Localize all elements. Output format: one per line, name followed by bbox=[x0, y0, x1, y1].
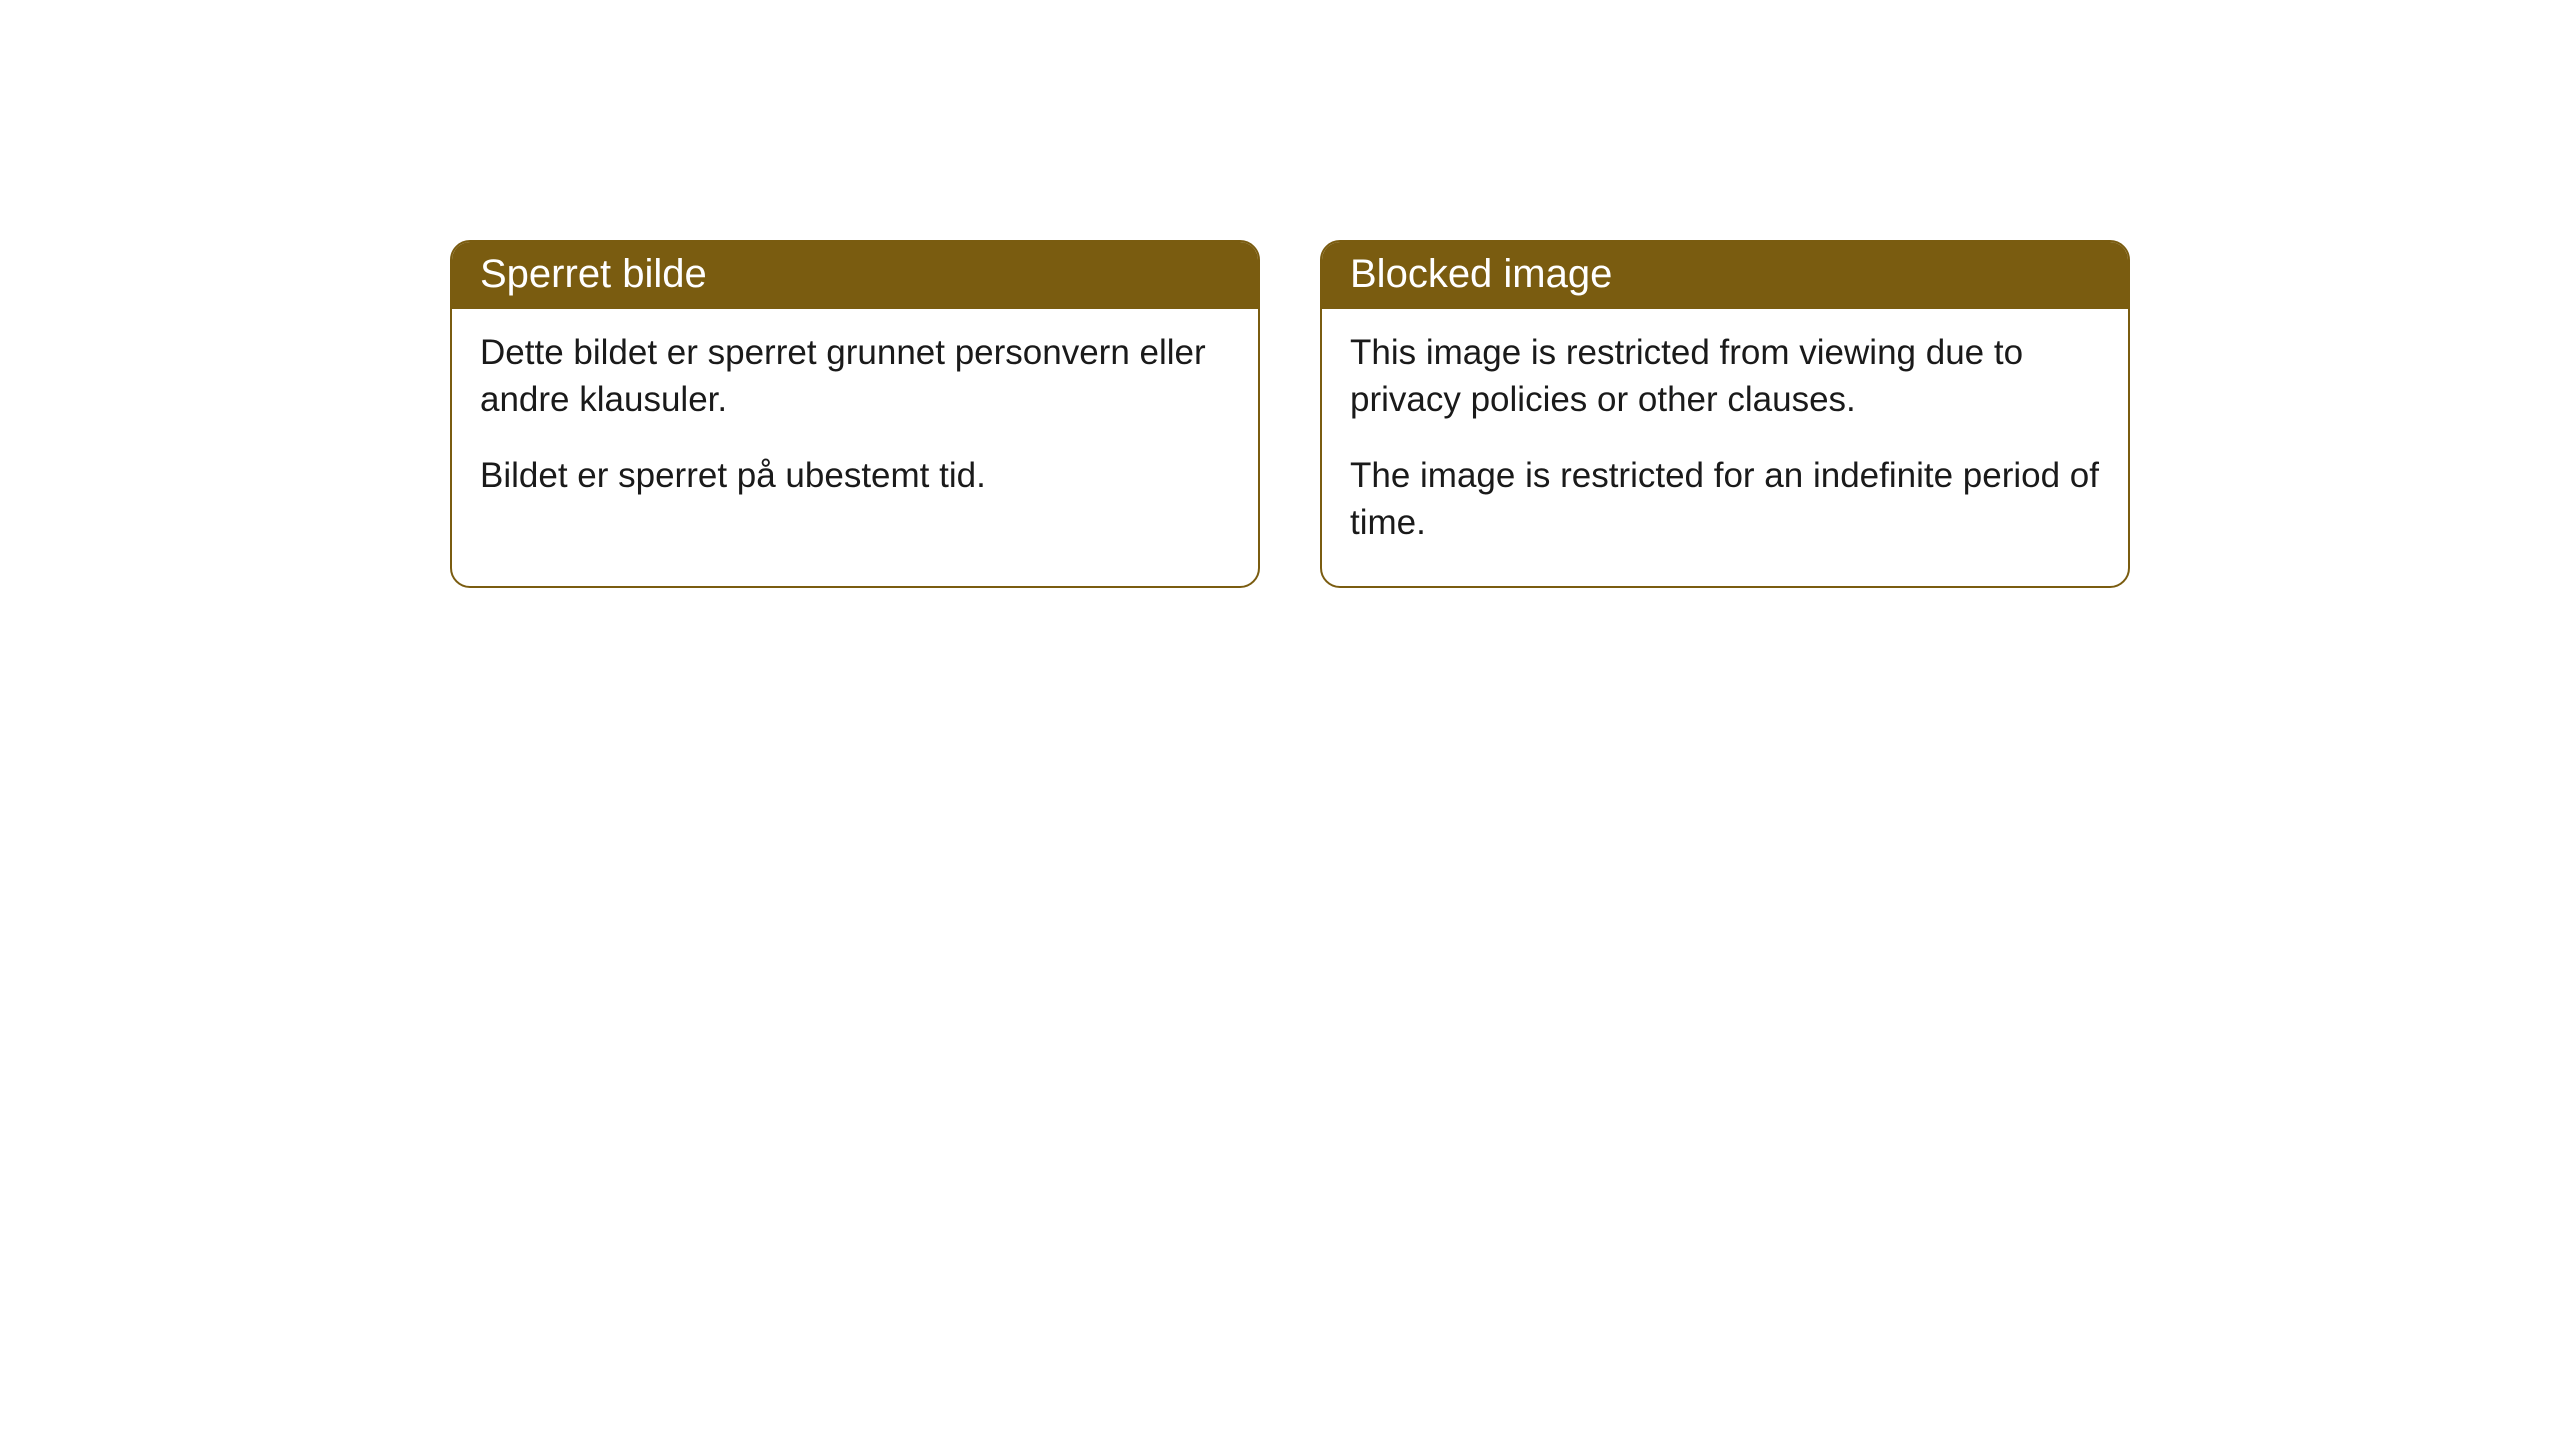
card-text-english-2: The image is restricted for an indefinit… bbox=[1350, 452, 2100, 547]
card-body-english: This image is restricted from viewing du… bbox=[1322, 309, 2128, 586]
card-header-norwegian: Sperret bilde bbox=[452, 242, 1258, 309]
blocked-image-card-english: Blocked image This image is restricted f… bbox=[1320, 240, 2130, 588]
card-text-norwegian-2: Bildet er sperret på ubestemt tid. bbox=[480, 452, 1230, 499]
card-text-norwegian-1: Dette bildet er sperret grunnet personve… bbox=[480, 329, 1230, 424]
card-header-english: Blocked image bbox=[1322, 242, 2128, 309]
card-text-english-1: This image is restricted from viewing du… bbox=[1350, 329, 2100, 424]
card-body-norwegian: Dette bildet er sperret grunnet personve… bbox=[452, 309, 1258, 539]
cards-container: Sperret bilde Dette bildet er sperret gr… bbox=[450, 240, 2130, 588]
blocked-image-card-norwegian: Sperret bilde Dette bildet er sperret gr… bbox=[450, 240, 1260, 588]
